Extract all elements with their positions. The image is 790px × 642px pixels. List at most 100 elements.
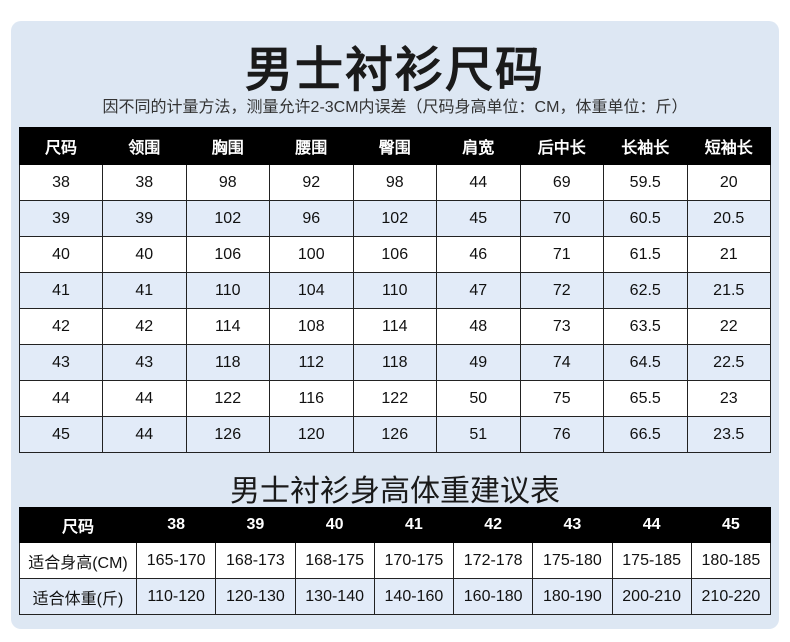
table-row: 43 43 118 112 118 49 74 64.5 22.5 — [19, 344, 771, 381]
table-cell: 61.5 — [603, 236, 688, 273]
fit-table-header: 尺码 38 39 40 41 42 43 44 45 — [19, 507, 772, 543]
column-header: 臀围 — [352, 127, 437, 165]
table-cell: 适合体重(斤) — [19, 578, 137, 615]
table-cell: 20 — [686, 164, 771, 201]
table-cell: 110 — [352, 272, 437, 309]
column-header: 腰围 — [269, 127, 354, 165]
table-cell: 114 — [185, 308, 270, 345]
size-table-header: 尺码 领围 胸围 腰围 臀围 肩宽 后中长 长袖长 短袖长 — [19, 127, 771, 165]
column-header: 44 — [611, 507, 692, 543]
table-cell: 40 — [19, 236, 103, 273]
table-cell: 40 — [102, 236, 187, 273]
table-cell: 39 — [19, 200, 103, 237]
table-cell: 110 — [185, 272, 270, 309]
table-cell: 38 — [102, 164, 187, 201]
table-cell: 140-160 — [373, 578, 455, 615]
table-row: 适合体重(斤) 110-120 120-130 130-140 140-160 160-1… — [19, 578, 772, 615]
table-cell: 100 — [269, 236, 354, 273]
table-cell: 168-175 — [294, 542, 375, 579]
table-cell: 63.5 — [603, 308, 688, 345]
table-cell: 102 — [352, 200, 437, 237]
table-row: 44 44 122 116 122 50 75 65.5 23 — [19, 380, 771, 417]
table-row: 45 44 126 120 126 51 76 66.5 23.5 — [19, 416, 771, 453]
column-header: 43 — [532, 507, 613, 543]
table-cell: 120-130 — [215, 578, 296, 615]
table-cell: 48 — [436, 308, 521, 345]
table-cell: 110-120 — [135, 578, 217, 615]
page-title: 男士衬衫尺码 — [244, 44, 545, 97]
table-cell: 49 — [436, 344, 521, 381]
table-cell: 21.5 — [686, 272, 771, 309]
table-cell: 200-210 — [611, 578, 692, 615]
table-cell: 106 — [185, 236, 270, 273]
table-cell: 51 — [436, 416, 521, 453]
table-cell: 69 — [519, 164, 604, 201]
table-cell: 60.5 — [603, 200, 688, 237]
table-row: 适合身高(CM) 165-170 168-173 168-175 170-175 172-… — [19, 542, 772, 579]
table-cell: 22.5 — [686, 344, 771, 381]
table-cell: 114 — [352, 308, 437, 345]
table-cell: 44 — [102, 380, 187, 417]
table-cell: 44 — [102, 416, 187, 453]
table-cell: 92 — [269, 164, 354, 201]
table-cell: 71 — [519, 236, 604, 273]
table-row: 42 42 114 108 114 48 73 63.5 22 — [19, 308, 771, 345]
table-cell: 43 — [102, 344, 187, 381]
table-cell: 41 — [102, 272, 187, 309]
table-cell: 65.5 — [603, 380, 688, 417]
table-cell: 106 — [352, 236, 437, 273]
table-cell: 75 — [519, 380, 604, 417]
table-cell: 165-170 — [135, 542, 217, 579]
table-cell: 45 — [436, 200, 521, 237]
column-header: 40 — [294, 507, 375, 543]
table-cell: 42 — [19, 308, 103, 345]
column-header: 尺码 — [19, 507, 137, 543]
table-cell: 23.5 — [686, 416, 771, 453]
table-cell: 210-220 — [690, 578, 772, 615]
table-cell: 172-178 — [452, 542, 534, 579]
table-cell: 47 — [436, 272, 521, 309]
table-cell: 45 — [19, 416, 103, 453]
column-header: 肩宽 — [436, 127, 521, 165]
subtitle-note: 因不同的计量方法，测量允许2-3CM内误差（尺码身高单位：CM，体重单位：斤） — [102, 99, 688, 116]
table-cell: 118 — [185, 344, 270, 381]
column-header: 38 — [135, 507, 217, 543]
column-header: 41 — [373, 507, 455, 543]
table-cell: 21 — [686, 236, 771, 273]
table-cell: 74 — [519, 344, 604, 381]
table-row: 41 41 110 104 110 47 72 62.5 21.5 — [19, 272, 771, 309]
table-cell: 38 — [19, 164, 103, 201]
table-cell: 39 — [102, 200, 187, 237]
table-cell: 70 — [519, 200, 604, 237]
table-cell: 118 — [352, 344, 437, 381]
table-cell: 22 — [686, 308, 771, 345]
table-cell: 180-190 — [532, 578, 613, 615]
table-row: 39 39 102 96 102 45 70 60.5 20.5 — [19, 200, 771, 237]
column-header: 胸围 — [185, 127, 270, 165]
table-cell: 44 — [19, 380, 103, 417]
table-cell: 适合身高(CM) — [19, 542, 137, 579]
table-cell: 50 — [436, 380, 521, 417]
table-cell: 23 — [686, 380, 771, 417]
column-header: 短袖长 — [686, 127, 771, 165]
table-cell: 96 — [269, 200, 354, 237]
table-cell: 126 — [352, 416, 437, 453]
table-cell: 108 — [269, 308, 354, 345]
table-cell: 20.5 — [686, 200, 771, 237]
table-cell: 130-140 — [294, 578, 375, 615]
fit-table: 尺码 38 39 40 41 42 43 44 45 适合身高(CM) 165-170 168-17… — [19, 507, 772, 615]
table-cell: 46 — [436, 236, 521, 273]
column-header: 42 — [452, 507, 534, 543]
table-cell: 43 — [19, 344, 103, 381]
column-header: 领围 — [102, 127, 187, 165]
table-cell: 41 — [19, 272, 103, 309]
table-cell: 98 — [185, 164, 270, 201]
table-cell: 73 — [519, 308, 604, 345]
table-cell: 42 — [102, 308, 187, 345]
table-cell: 175-180 — [532, 542, 613, 579]
table-row: 40 40 106 100 106 46 71 61.5 21 — [19, 236, 771, 273]
table-cell: 44 — [436, 164, 521, 201]
column-header: 尺码 — [19, 127, 103, 165]
table-cell: 122 — [352, 380, 437, 417]
column-header: 45 — [690, 507, 772, 543]
